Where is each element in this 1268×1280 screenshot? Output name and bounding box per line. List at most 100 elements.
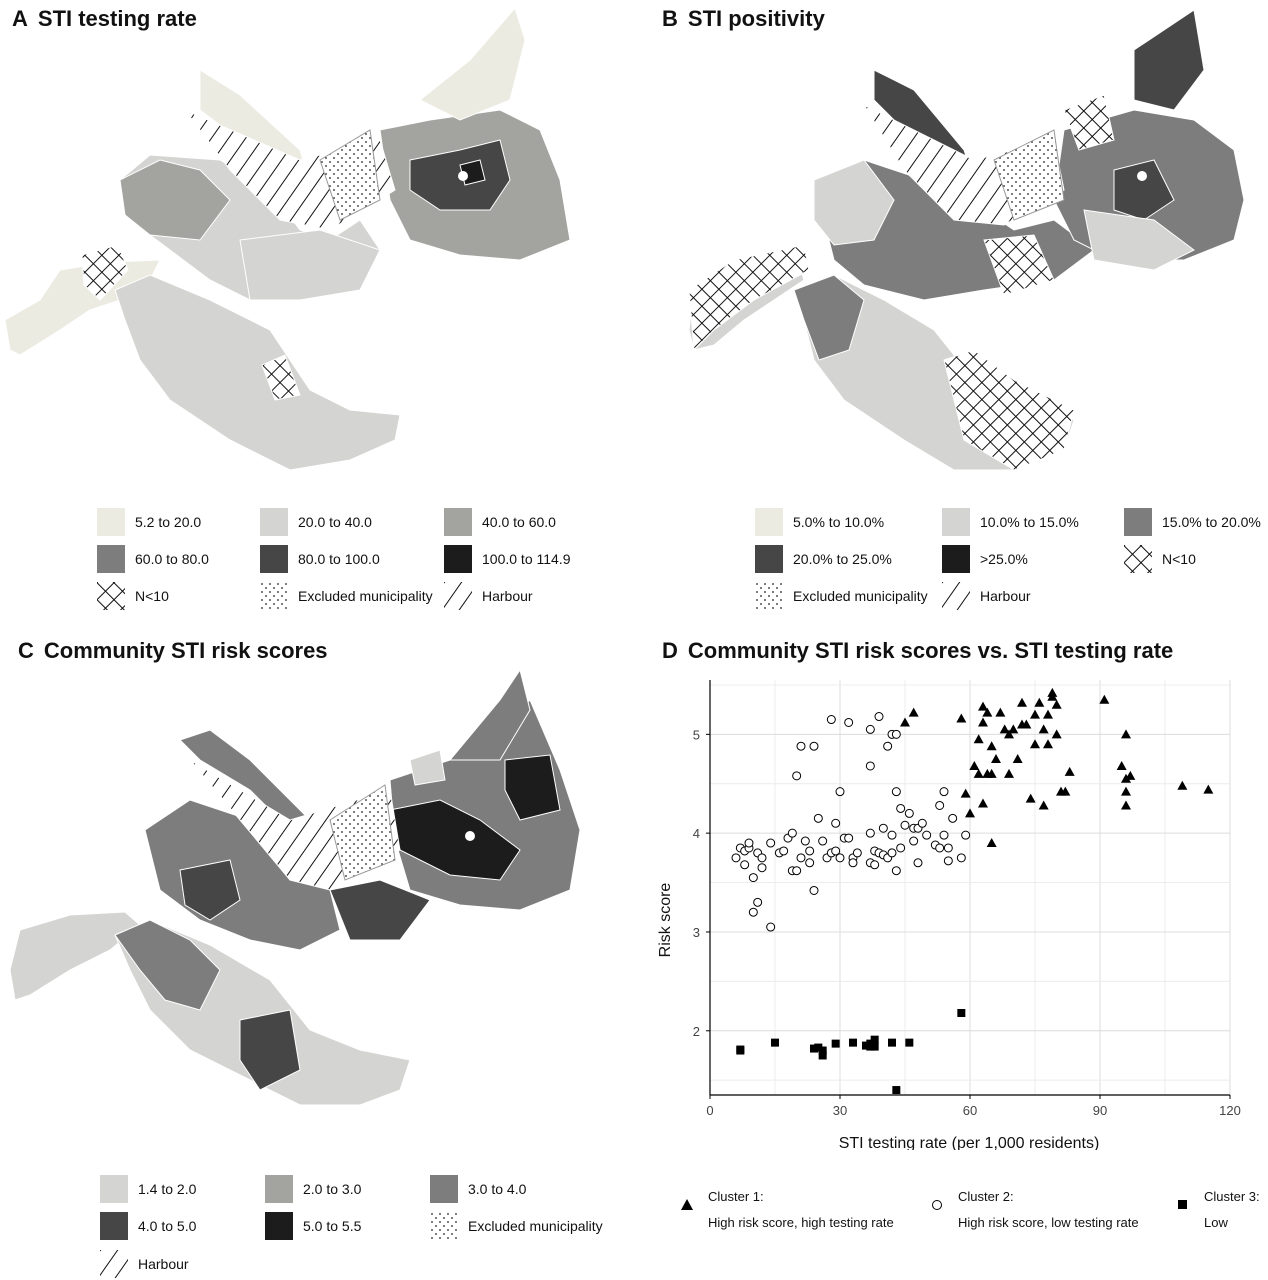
cluster-2-point [896, 803, 906, 813]
legend-b-label: 20.0% to 25.0% [793, 551, 892, 567]
cluster-3-point [866, 1042, 875, 1051]
map-b-n-under-10-central [983, 234, 1055, 296]
cluster-1-point [1008, 724, 1019, 734]
legend-b-swatch [942, 508, 970, 536]
map-c-region-core-darkest [389, 799, 521, 881]
legend-c-item: 4.0 to 5.0 [100, 1212, 196, 1240]
x-axis-label: STI testing rate (per 1,000 residents) [839, 1135, 1100, 1150]
triangle-marker-icon [681, 1199, 693, 1210]
cluster-1-point [1177, 780, 1188, 790]
legend-a-item: 100.0 to 114.9 [444, 545, 570, 573]
legend-b-item: 20.0% to 25.0% [755, 545, 892, 573]
map-a-region-south-central [239, 229, 381, 301]
legend-c-label: 2.0 to 3.0 [303, 1181, 362, 1197]
map-c-region-south-darkgrey [114, 919, 221, 1011]
map-c-excluded-municipality [329, 784, 396, 881]
cluster-2-point [748, 907, 758, 917]
map-c-region-central-west [144, 799, 341, 951]
scatter-plot-d: 0 30 60 90 120 2 3 4 5 STI testing rate (per 1,0… [657, 680, 1241, 1150]
cluster-1-point [1203, 784, 1214, 794]
cluster-3-point [818, 1046, 827, 1055]
panel-b-title-text: STI positivity [687, 6, 825, 31]
cluster-1-point [1012, 754, 1023, 764]
cluster-1-point [908, 707, 919, 717]
cluster-2-point [922, 830, 932, 840]
map-b-region-southeast-light [1083, 209, 1195, 271]
cluster-2-point [848, 858, 858, 868]
legend-b-swatch [755, 508, 783, 536]
cluster-1-point [1021, 719, 1032, 729]
panel-a-title-text: STI testing rate [37, 6, 197, 31]
legend-c-swatch [265, 1175, 293, 1203]
legend-b-swatch [942, 545, 970, 573]
plot-axes: 0 30 60 90 120 2 3 4 5 [693, 680, 1241, 1118]
cluster-2-point [744, 838, 754, 848]
cluster-legend-title: Cluster 3: [1204, 1189, 1260, 1204]
cluster-1-point [991, 754, 1001, 764]
cluster-2-point [844, 833, 854, 843]
legend-a-label: 40.0 to 60.0 [482, 514, 556, 530]
cluster-1-point [1064, 766, 1075, 776]
cluster-legend-title: Cluster 2: [958, 1189, 1014, 1204]
x-tick-label: 120 [1219, 1103, 1241, 1118]
cluster-1-point [965, 808, 975, 818]
legend-b-swatch-dots [755, 582, 783, 610]
x-tick-label: 0 [706, 1103, 713, 1118]
legend-a-swatch [260, 545, 288, 573]
panel-b-letter: B [662, 6, 678, 31]
cluster-3-point [810, 1044, 818, 1053]
cluster-2-point [917, 818, 927, 828]
cluster-2-point [748, 873, 758, 883]
cluster-1-point [978, 701, 988, 711]
cluster-legend-desc: Low [1204, 1215, 1228, 1230]
map-b-region-south-darkgrey [793, 274, 865, 361]
map-a-n-under-10-south [261, 354, 301, 401]
legend-c-item: 5.0 to 5.5 [265, 1212, 361, 1240]
cluster-1-point [960, 788, 971, 798]
map-a-region-west-peninsula [4, 259, 161, 356]
legend-b-item: Excluded municipality [755, 582, 928, 610]
map-b-excluded-municipality [993, 129, 1065, 221]
y-tick-label: 4 [693, 826, 700, 841]
cluster-1-point [969, 760, 980, 770]
legend-a-swatch-crosshatch [97, 582, 125, 610]
panel-c-title: C Community STI risk scores [18, 638, 328, 664]
map-a-region-south-peninsula [114, 274, 401, 471]
cluster-1-point [973, 734, 984, 744]
map-c-region-south-dark-lower [239, 1009, 301, 1091]
cluster-1-point [986, 838, 997, 848]
legend-a-item: Excluded municipality [260, 582, 433, 610]
legend-a-item: 5.2 to 20.0 [97, 508, 201, 536]
cluster-1-point [1043, 739, 1053, 749]
legend-a-swatch-dots [260, 582, 288, 610]
legend-c-label: Excluded municipality [468, 1218, 603, 1234]
cluster-1-point [1034, 697, 1045, 707]
cluster-2-point [865, 761, 875, 771]
cluster-legend-desc: High risk score, high testing rate [708, 1215, 894, 1230]
plot-points [731, 687, 1214, 1095]
cluster-2-point [835, 853, 845, 863]
map-a-n-under-10-west [81, 244, 129, 301]
cluster-2-point [948, 813, 958, 823]
cluster-2-point [792, 771, 802, 781]
map-c-region-south-central-dark [329, 879, 431, 941]
legend-c-item: 1.4 to 2.0 [100, 1175, 196, 1203]
cluster-1-point [995, 707, 1006, 717]
cluster-2-point [753, 897, 763, 907]
cluster-2-point [878, 823, 888, 833]
legend-b-item: Harbour [942, 582, 1031, 610]
legend-c-item: 3.0 to 4.0 [430, 1175, 526, 1203]
cluster-1-point [1004, 729, 1014, 739]
cluster-1-point [978, 717, 988, 727]
cluster-3-point [849, 1038, 857, 1047]
legend-a-swatch [444, 508, 472, 536]
cluster-2-point [961, 830, 971, 840]
panel-d-title: D Community STI risk scores vs. STI testi… [662, 638, 1173, 664]
cluster-3-point [905, 1038, 914, 1047]
legend-a-swatch [444, 545, 472, 573]
cluster-3-point [870, 1042, 879, 1051]
legend-c-label: 1.4 to 2.0 [138, 1181, 197, 1197]
legend-b-swatch-diagonal [942, 582, 970, 610]
legend-b-label: N<10 [1162, 551, 1196, 567]
cluster-2-point [757, 863, 767, 873]
